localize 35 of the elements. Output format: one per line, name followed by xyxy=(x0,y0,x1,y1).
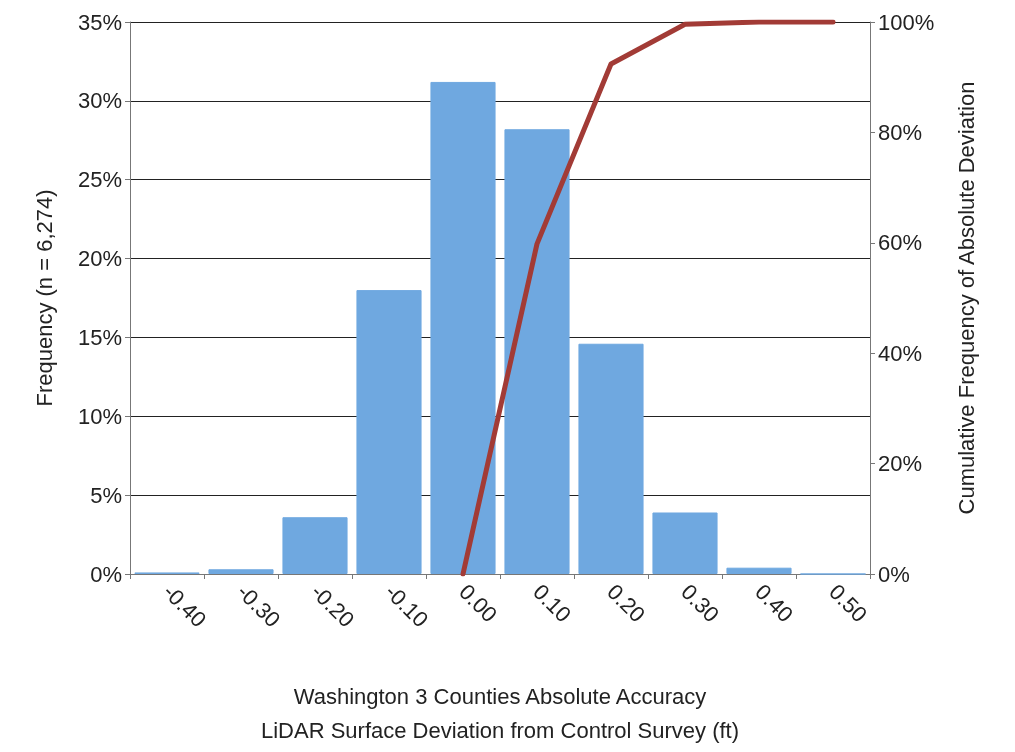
y2-tick-label: 80% xyxy=(878,119,923,145)
y2-tick-label: 0% xyxy=(878,561,910,587)
y-tick-label: 35% xyxy=(77,9,122,35)
bar xyxy=(726,567,792,574)
y-tick-label: 25% xyxy=(77,167,122,193)
bar xyxy=(356,290,422,574)
bar xyxy=(282,517,348,574)
x-tick-label: 0.10 xyxy=(528,579,577,628)
x-tick-label: 0.50 xyxy=(824,579,873,628)
y-tick-label: 0% xyxy=(90,561,122,587)
bar xyxy=(504,129,570,574)
bar xyxy=(652,512,718,574)
x-axis-title: Washington 3 Counties Absolute Accuracy LiDAR Surface Deviation from Control Survey (ft) xyxy=(260,683,740,743)
x-tick-label: 0.00 xyxy=(454,579,503,628)
y-tick-label: 20% xyxy=(77,246,122,272)
y2-tick-label: 20% xyxy=(878,451,923,477)
y2-tick-label: 100% xyxy=(878,9,935,35)
x-tick-label: 0.30 xyxy=(676,579,725,628)
x-tick-label: -0.30 xyxy=(232,579,286,633)
bar xyxy=(578,343,644,574)
y-tick-label: 15% xyxy=(77,324,122,350)
x-tick-label: 0.20 xyxy=(602,579,651,628)
x-tick-label: -0.40 xyxy=(158,579,212,633)
bar xyxy=(430,81,496,574)
y-tick-label: 5% xyxy=(90,482,122,508)
x-tick-label: -0.20 xyxy=(306,579,360,633)
x-tick-label: 0.40 xyxy=(750,579,799,628)
y2-tick-label: 40% xyxy=(878,340,923,366)
y-axis-title: Frequency (n = 6,274) xyxy=(31,189,57,407)
y-tick-label: 30% xyxy=(77,88,122,114)
y2-tick-label: 60% xyxy=(878,230,923,256)
x-tick-label: -0.10 xyxy=(380,579,434,633)
y2-axis-title: Cumulative Frequency of Absolute Deviation xyxy=(953,81,979,515)
y-tick-label: 10% xyxy=(77,403,122,429)
bar xyxy=(208,569,274,574)
